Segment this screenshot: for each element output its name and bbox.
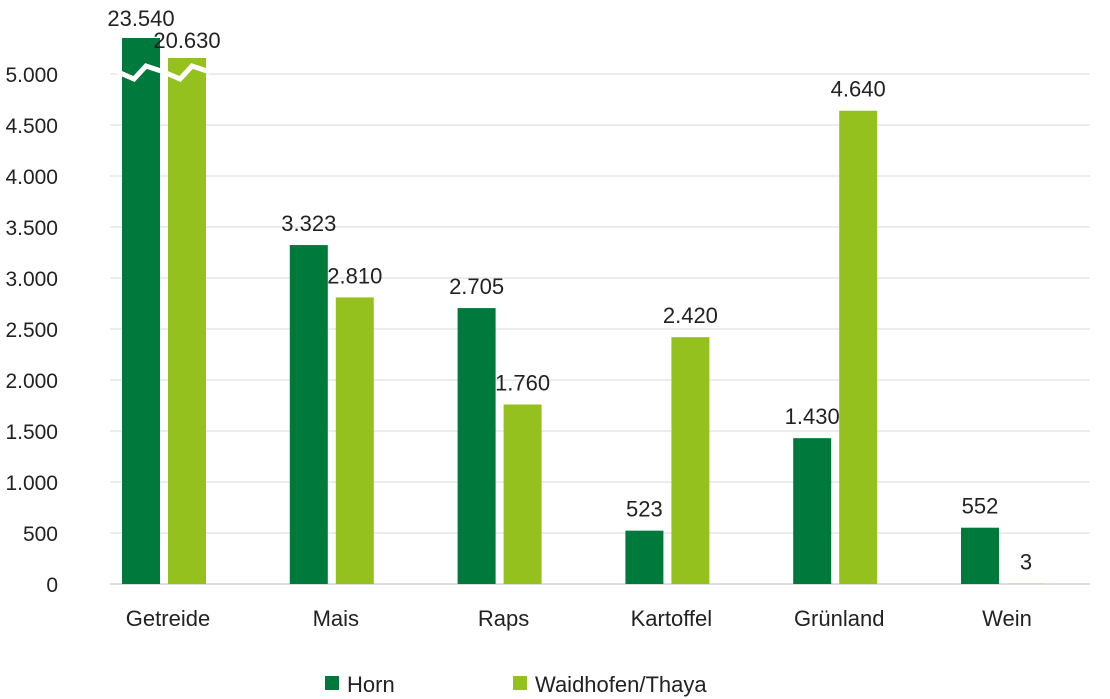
y-tick-label: 500 xyxy=(23,523,58,546)
bar-horn xyxy=(961,527,999,584)
axis-break-mark xyxy=(116,63,165,83)
data-label: 1.430 xyxy=(785,404,840,429)
data-label: 2.420 xyxy=(663,303,718,328)
bar-waidhofen-thaya xyxy=(335,297,374,584)
y-tick-label: 4.500 xyxy=(5,115,58,138)
x-tick-label: Mais xyxy=(313,606,359,631)
x-tick-label: Kartoffel xyxy=(631,606,713,631)
y-tick-label: 1.500 xyxy=(5,421,58,444)
bar-waidhofen-thaya xyxy=(671,337,710,584)
axis-break-mark xyxy=(162,63,211,83)
data-label: 523 xyxy=(626,497,663,522)
y-tick-label: 0 xyxy=(46,574,58,597)
legend-label: Waidhofen/Thaya xyxy=(535,672,707,697)
bar-waidhofen-thaya xyxy=(839,110,878,584)
x-tick-label: Getreide xyxy=(126,606,210,631)
data-label: 2.705 xyxy=(449,274,504,299)
y-tick-label: 2.500 xyxy=(5,319,58,342)
data-label: 4.640 xyxy=(831,77,886,102)
bar-waidhofen-thaya xyxy=(168,58,206,584)
y-tick-label: 3.500 xyxy=(5,217,58,240)
data-label: 3 xyxy=(1020,550,1032,575)
x-tick-label: Wein xyxy=(982,606,1032,631)
y-tick-label: 2.000 xyxy=(5,370,58,393)
y-tick-label: 3.000 xyxy=(5,268,58,291)
data-label: 2.810 xyxy=(327,263,382,288)
y-tick-label: 1.000 xyxy=(5,472,58,495)
legend-swatch xyxy=(325,676,339,690)
data-label: 1.760 xyxy=(495,370,550,395)
bar-horn xyxy=(625,530,664,584)
x-tick-label: Grünland xyxy=(794,606,885,631)
legend-label: Horn xyxy=(347,672,395,697)
legend-swatch xyxy=(513,676,527,690)
bar-horn xyxy=(457,308,496,584)
data-label: 20.630 xyxy=(153,28,220,53)
bar-horn xyxy=(793,438,832,584)
data-label: 552 xyxy=(962,494,999,519)
y-tick-label: 5.000 xyxy=(5,64,58,87)
x-tick-label: Raps xyxy=(478,606,529,631)
data-label: 23.540 xyxy=(107,6,174,31)
bar-waidhofen-thaya xyxy=(503,404,542,584)
bar-horn xyxy=(289,245,328,584)
y-tick-label: 4.000 xyxy=(5,166,58,189)
bar-horn xyxy=(122,38,160,584)
data-label: 3.323 xyxy=(281,211,336,236)
